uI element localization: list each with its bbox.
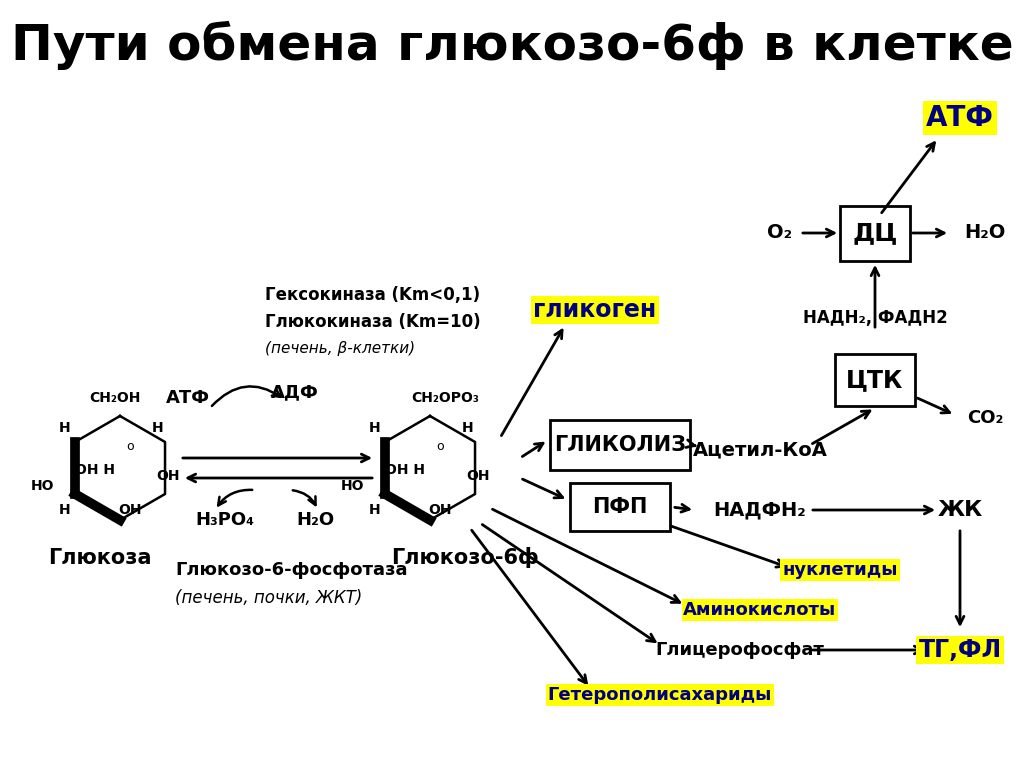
Text: OH: OH bbox=[157, 469, 180, 483]
Bar bbox=[835, 354, 915, 406]
Text: HO: HO bbox=[340, 479, 364, 493]
Text: OH: OH bbox=[466, 469, 489, 483]
Text: ДЦ: ДЦ bbox=[852, 221, 898, 245]
Text: Глюкозо-6ф: Глюкозо-6ф bbox=[391, 548, 539, 568]
Text: Глюкозо-6-фосфотаза: Глюкозо-6-фосфотаза bbox=[175, 561, 408, 579]
Text: Пути обмена глюкозо-6ф в клетке: Пути обмена глюкозо-6ф в клетке bbox=[10, 21, 1014, 70]
Text: НАДН₂, ФАДН2: НАДН₂, ФАДН2 bbox=[803, 309, 947, 327]
Text: CH₂OPO₃: CH₂OPO₃ bbox=[411, 391, 479, 405]
Text: o: o bbox=[126, 439, 134, 453]
Text: ПФП: ПФП bbox=[592, 497, 648, 517]
Text: OH H: OH H bbox=[75, 463, 115, 477]
Text: СО₂: СО₂ bbox=[967, 409, 1004, 427]
Text: H: H bbox=[59, 421, 71, 435]
Text: H: H bbox=[370, 503, 381, 517]
Text: НАДФН₂: НАДФН₂ bbox=[714, 501, 806, 519]
Text: ГЛИКОЛИЗ: ГЛИКОЛИЗ bbox=[554, 435, 686, 455]
Text: Ацетил-КоА: Ацетил-КоА bbox=[692, 440, 827, 459]
Text: Гексокиназа (Km<0,1): Гексокиназа (Km<0,1) bbox=[265, 286, 480, 304]
Text: Гетерополисахариды: Гетерополисахариды bbox=[548, 686, 772, 704]
Text: H: H bbox=[370, 421, 381, 435]
Text: OH H: OH H bbox=[385, 463, 425, 477]
Text: Н₂О: Н₂О bbox=[965, 223, 1006, 242]
Text: Глюкокиназа (Km=10): Глюкокиназа (Km=10) bbox=[265, 313, 480, 331]
Bar bbox=[570, 483, 670, 531]
Text: (печень, β-клетки): (печень, β-клетки) bbox=[265, 341, 415, 357]
Bar bbox=[840, 206, 910, 261]
Text: ЦТК: ЦТК bbox=[846, 368, 904, 392]
Text: OH: OH bbox=[118, 503, 141, 517]
Text: нуклетиды: нуклетиды bbox=[782, 561, 898, 579]
Text: Глицерофосфат: Глицерофосфат bbox=[655, 641, 824, 659]
Text: CH₂OH: CH₂OH bbox=[89, 391, 140, 405]
Text: o: o bbox=[436, 439, 443, 453]
Text: АТФ: АТФ bbox=[166, 389, 210, 407]
Text: АТФ: АТФ bbox=[926, 104, 994, 132]
Text: О₂: О₂ bbox=[767, 223, 793, 242]
Text: ТГ,ФЛ: ТГ,ФЛ bbox=[919, 638, 1001, 662]
Text: OH: OH bbox=[428, 503, 452, 517]
Text: Аминокислоты: Аминокислоты bbox=[683, 601, 837, 619]
Text: H: H bbox=[462, 421, 474, 435]
Text: HO: HO bbox=[31, 479, 53, 493]
Text: Глюкоза: Глюкоза bbox=[48, 548, 152, 568]
Text: ЖК: ЖК bbox=[937, 500, 983, 520]
Text: гликоген: гликоген bbox=[534, 298, 656, 322]
Text: (печень, почки, ЖКТ): (печень, почки, ЖКТ) bbox=[175, 589, 362, 607]
Text: H: H bbox=[59, 503, 71, 517]
Bar bbox=[550, 420, 690, 470]
Text: H: H bbox=[153, 421, 164, 435]
Text: Н₃РО₄: Н₃РО₄ bbox=[196, 511, 255, 529]
Text: Н₂О: Н₂О bbox=[296, 511, 334, 529]
Text: АДФ: АДФ bbox=[271, 383, 318, 401]
